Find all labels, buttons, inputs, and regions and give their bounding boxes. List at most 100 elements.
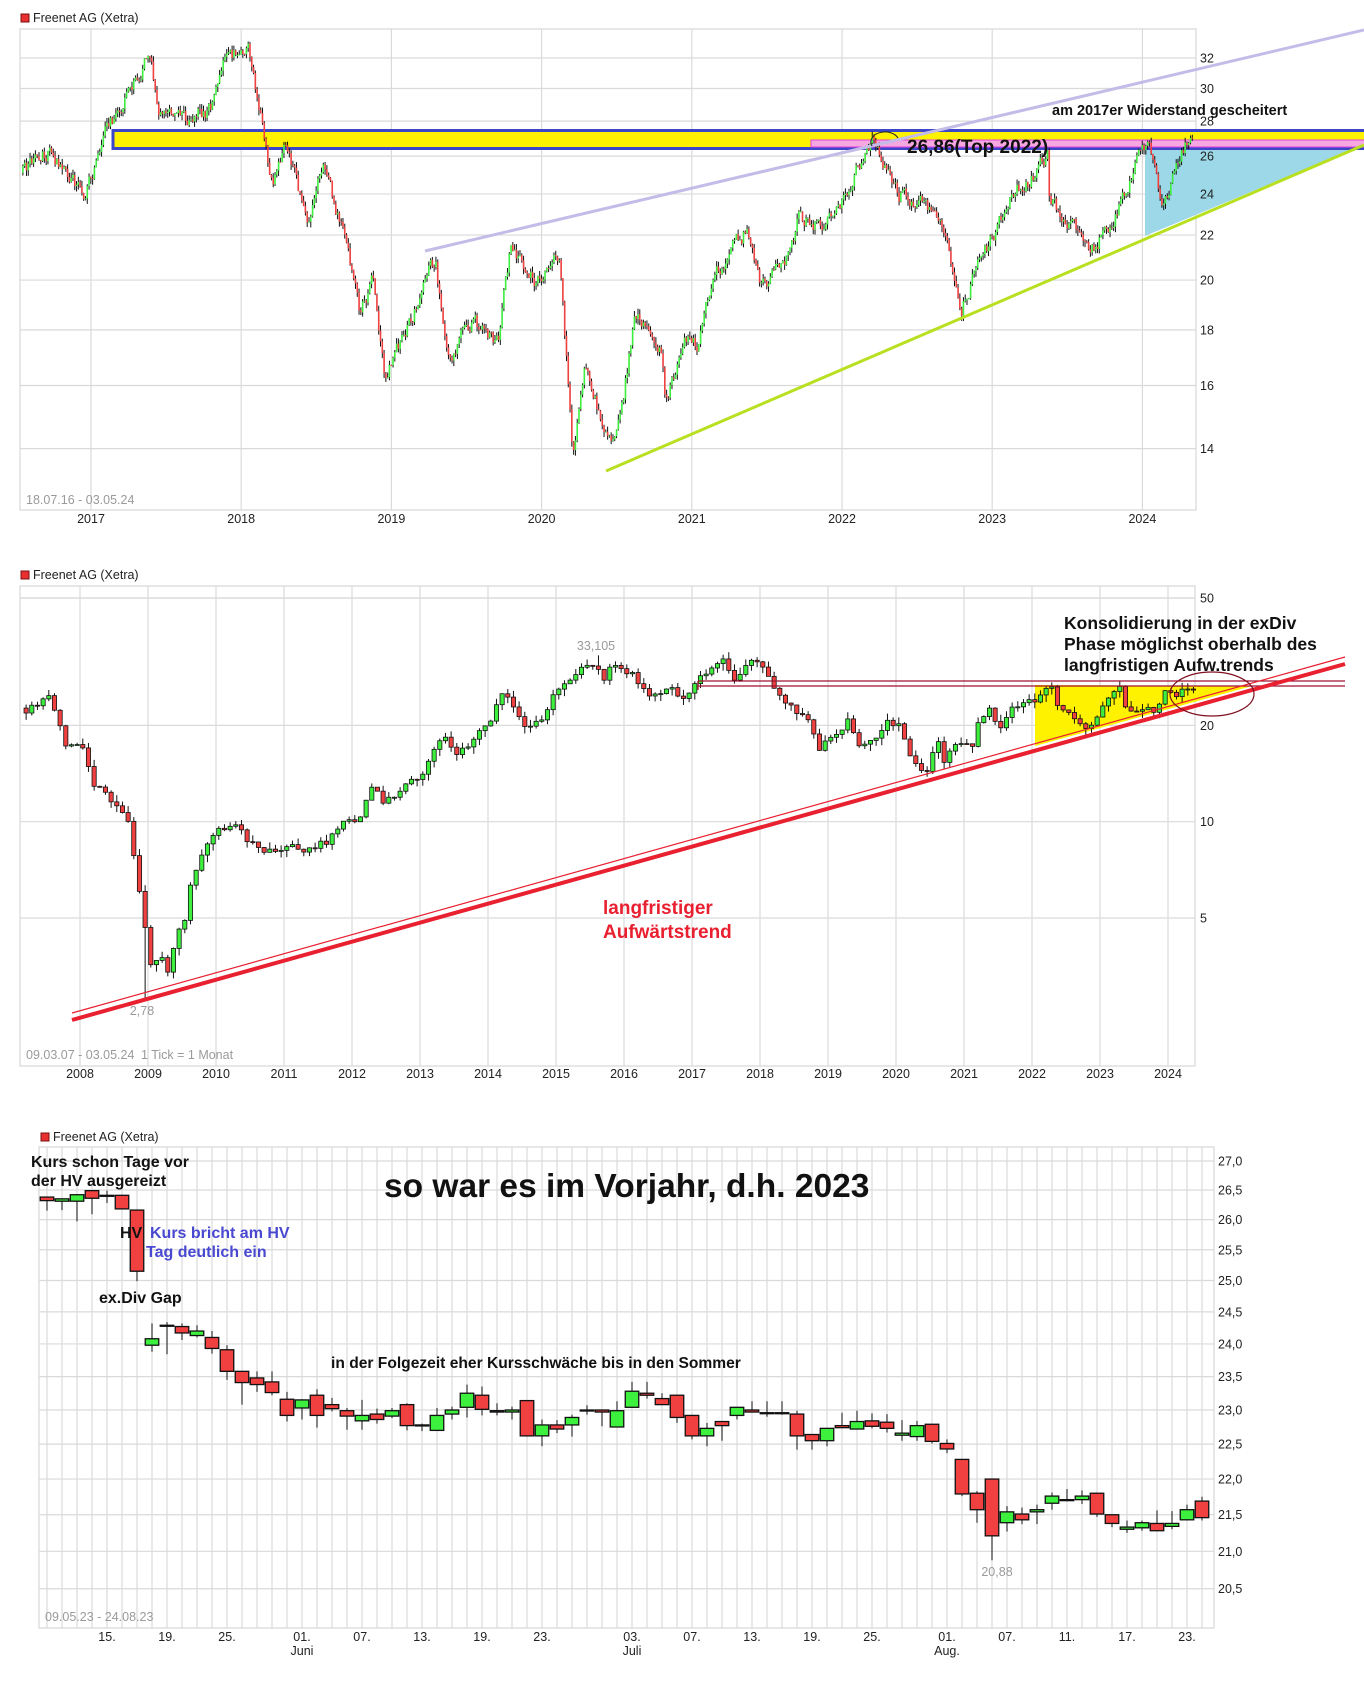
- candle-body-up: [909, 1424, 925, 1438]
- trend-note-line: langfristiger: [603, 898, 713, 919]
- candle: [385, 371, 387, 382]
- candle-body-up: [335, 828, 341, 835]
- candle-body-down: [512, 244, 514, 251]
- candle: [148, 924, 154, 968]
- candle: [765, 661, 771, 677]
- candle-body-down: [136, 77, 139, 80]
- candle-body-up: [435, 261, 437, 268]
- candle-body-up: [958, 743, 964, 745]
- candle-body-up: [984, 245, 986, 255]
- candle-body-up: [294, 1399, 310, 1409]
- candle: [759, 1401, 775, 1417]
- candle: [249, 41, 251, 62]
- candle: [417, 304, 419, 310]
- candle: [182, 919, 188, 934]
- candle: [581, 383, 584, 398]
- candle-body-up: [720, 658, 726, 665]
- candle-body-up: [1127, 192, 1129, 194]
- candle-body-down: [81, 186, 83, 193]
- candle-body-up: [626, 373, 629, 379]
- candle: [630, 345, 632, 357]
- candle-body-up: [708, 295, 711, 301]
- candle: [140, 75, 142, 83]
- candle: [451, 355, 453, 364]
- candle-body-down: [1060, 216, 1063, 222]
- candle: [1039, 153, 1042, 167]
- candle-body-down: [43, 151, 46, 159]
- candle-body-down: [522, 716, 528, 727]
- candle-body-up: [116, 110, 119, 114]
- candle: [1134, 1520, 1150, 1531]
- candle-body-down: [1071, 712, 1077, 720]
- candle-body-down: [554, 255, 557, 257]
- candle: [459, 1384, 475, 1418]
- candle: [653, 336, 655, 349]
- candle-body-down: [1139, 149, 1142, 151]
- candle: [624, 664, 630, 679]
- candle: [208, 102, 210, 116]
- y-tick-label: 20: [1200, 274, 1214, 288]
- x-tick-label: 23.: [533, 1630, 550, 1644]
- candle-body-up: [144, 1338, 160, 1346]
- candle: [435, 256, 437, 270]
- candle: [519, 1399, 535, 1437]
- y-tick-label: 24: [1200, 187, 1214, 201]
- candle: [1164, 1511, 1180, 1530]
- candle-body-down: [39, 1196, 55, 1202]
- candle: [924, 766, 930, 777]
- candle: [992, 707, 998, 726]
- candle-body-down: [376, 294, 378, 311]
- candle: [312, 842, 318, 853]
- candle: [181, 111, 183, 121]
- candle-body-up: [574, 440, 577, 451]
- candle: [39, 159, 42, 165]
- candle: [1087, 239, 1090, 251]
- candle: [556, 687, 562, 700]
- candle-body-up: [320, 172, 323, 176]
- candle-body-up: [182, 919, 188, 930]
- candle-body-up: [197, 108, 199, 117]
- chart-3-axes: 27,026,526,025,525,024,524,023,523,022,5…: [98, 1155, 1242, 1659]
- hv-label: HV: [120, 1225, 143, 1242]
- candle-body-down: [905, 188, 908, 197]
- candle-body-down: [380, 790, 386, 804]
- candle-body-down: [804, 1433, 820, 1442]
- candle-body-up: [420, 773, 426, 780]
- candle: [1178, 156, 1181, 167]
- candle: [516, 701, 522, 721]
- x-tick-label: 2019: [377, 512, 405, 526]
- candle-body-down: [397, 343, 400, 349]
- candle: [294, 1399, 310, 1420]
- candle: [109, 116, 112, 130]
- candle: [658, 345, 661, 357]
- candle: [74, 742, 80, 746]
- candle: [913, 750, 919, 767]
- candle-body-down: [414, 778, 420, 781]
- candle-body-up: [369, 786, 375, 801]
- candle-body-up: [1020, 702, 1026, 708]
- candle: [276, 169, 278, 178]
- candle: [1003, 209, 1006, 221]
- candle: [370, 272, 373, 289]
- candle: [833, 729, 839, 743]
- candle-body-down: [1055, 198, 1058, 211]
- candle: [352, 815, 358, 824]
- candle: [588, 370, 591, 386]
- candle-body-down: [1018, 184, 1020, 191]
- candle-body-up: [1128, 180, 1131, 193]
- candle-body-down: [777, 687, 783, 696]
- candle: [905, 183, 908, 200]
- candle: [1060, 213, 1063, 227]
- hv-drop-note-line: Kurs bricht am HV: [150, 1225, 290, 1242]
- candle: [204, 110, 207, 122]
- candle: [392, 356, 394, 368]
- candle-body-down: [669, 1394, 685, 1419]
- focus-ellipse: [1169, 671, 1255, 717]
- candle-body-up: [1003, 717, 1009, 729]
- range-label: 09.03.07 - 03.05.24: [26, 1048, 134, 1062]
- candle: [769, 273, 772, 285]
- candle-body-up: [542, 279, 545, 282]
- min-label: 2,78: [130, 1004, 154, 1018]
